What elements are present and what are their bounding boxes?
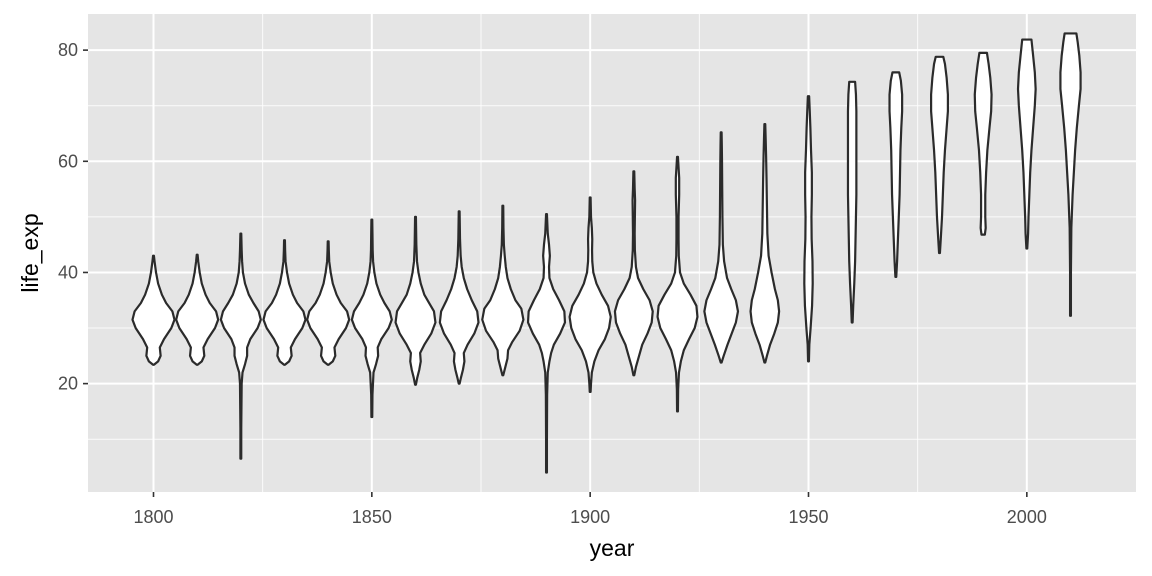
violin-1880 <box>481 204 525 377</box>
violin-1850 <box>350 218 393 419</box>
x-tick-label: 1850 <box>352 507 392 527</box>
violin-1970 <box>888 71 904 278</box>
violin-1810 <box>175 253 220 366</box>
y-tick-label: 20 <box>58 374 78 394</box>
violin-1920 <box>656 155 699 413</box>
x-axis: 1800 1850 1900 1950 2000 <box>133 492 1047 527</box>
violin-1960 <box>846 80 858 324</box>
y-tick-label: 60 <box>58 151 78 171</box>
y-tick-label: 40 <box>58 262 78 282</box>
x-axis-title: year <box>590 535 635 561</box>
y-axis-title: life_exp <box>17 213 43 292</box>
x-tick-label: 1900 <box>570 507 610 527</box>
violin-1930 <box>703 131 740 364</box>
violin-1990 <box>973 51 993 236</box>
violin-2000 <box>1016 38 1037 250</box>
violin-2010 <box>1059 32 1082 317</box>
violin-1910 <box>613 170 654 377</box>
violin-1900 <box>568 196 612 394</box>
y-tick-label: 80 <box>58 40 78 60</box>
violin-1980 <box>930 55 949 255</box>
x-tick-label: 2000 <box>1007 507 1047 527</box>
violin-1890 <box>526 212 567 474</box>
violin-1800 <box>131 254 176 366</box>
violin-1940 <box>749 122 781 364</box>
violin-1860 <box>394 215 437 386</box>
violin-1870 <box>438 210 480 385</box>
x-tick-label: 1800 <box>133 507 173 527</box>
y-axis: 20 40 60 80 <box>58 40 88 394</box>
violin-1830 <box>262 239 307 366</box>
x-tick-label: 1950 <box>788 507 828 527</box>
violin-1820 <box>219 232 262 460</box>
violin-1950 <box>803 95 814 363</box>
violin-series <box>131 32 1082 474</box>
violin-1840 <box>306 240 351 366</box>
minor-gridlines <box>88 14 1136 492</box>
